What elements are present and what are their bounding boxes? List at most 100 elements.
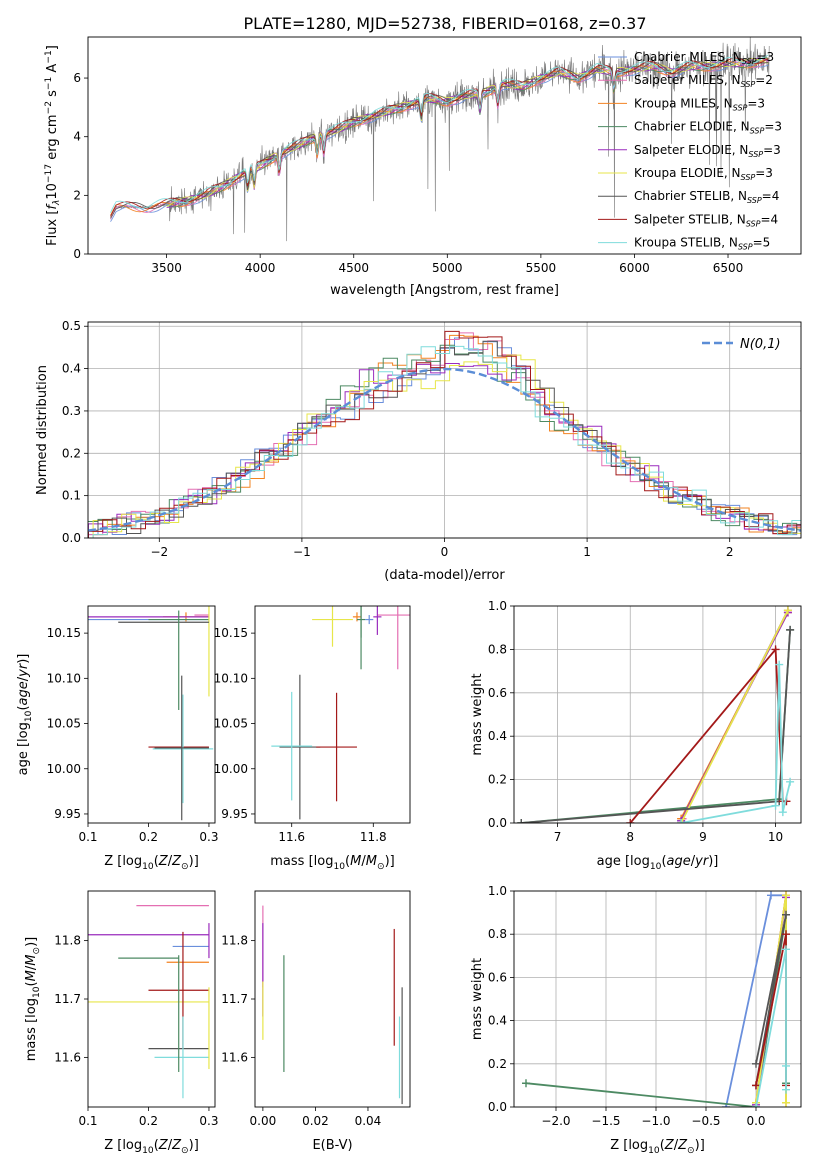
- x-axis-label: Z [log10(Z/Z⊙)]: [610, 1138, 705, 1156]
- weight-line: [755, 934, 787, 1086]
- model-spectrum-line: [110, 58, 769, 219]
- x-tick-label: 0.2: [139, 830, 158, 844]
- weight-marker: [786, 777, 795, 786]
- x-tick-label: 6500: [713, 261, 744, 275]
- x-tick-label: −2.0: [541, 1114, 570, 1128]
- y-tick-label: 11.6: [54, 1050, 81, 1064]
- legend-label: Salpeter STELIB, NSSP=4: [634, 212, 778, 228]
- plot-area: [88, 330, 801, 538]
- weight-marker: [783, 606, 792, 615]
- x-tick-label: 0: [441, 545, 449, 559]
- x-axis-label: Z [log10(Z/Z⊙)]: [104, 1138, 199, 1156]
- x-tick-label: 0.1: [78, 1114, 97, 1128]
- weight-marker: [752, 1081, 760, 1090]
- age-weight-panel: 7 8 9 10 0.0 0.2 0.4 0.6 0.8 1.0 age [log10(age/yr…: [470, 599, 802, 872]
- y-tick-label: 0.5: [62, 319, 81, 333]
- legend-label: Kroupa STELIB, NSSP=5: [634, 236, 770, 252]
- plot-area: [522, 891, 790, 1107]
- y-tick-label: 10.15: [47, 626, 81, 640]
- histogram-step: [92, 354, 801, 538]
- y-axis-label: age [log10(age/yr)]: [16, 654, 34, 776]
- z-weight-panel: −2.0 −1.5 −1.0 −0.5 0.0 0.0 0.2 0.4 0.6 0.8 1.0 Z […: [470, 884, 802, 1156]
- x-axis-label: age [log10(age/yr)]: [597, 854, 719, 872]
- model-spectrum-line: [110, 57, 769, 217]
- weight-marker: [782, 945, 790, 954]
- z-mass-panel: 0.1 0.2 0.3 11.6 11.7 11.8 Z [log10(Z/Z⊙)] mass…: [24, 890, 218, 1156]
- axes-frame: [87, 36, 802, 255]
- x-tick-label: −0.5: [691, 1114, 720, 1128]
- weight-marker: [775, 660, 784, 669]
- weight-marker: [782, 1098, 790, 1107]
- weight-marker: [782, 1061, 790, 1070]
- y-tick-label: 6: [73, 71, 81, 85]
- y-tick-label: 9.95: [54, 807, 81, 821]
- x-tick-label: 4000: [245, 261, 276, 275]
- weight-marker: [786, 625, 795, 634]
- histogram-step: [88, 344, 801, 531]
- plot-area: [517, 606, 795, 823]
- y-tick-label: 0.4: [488, 729, 507, 743]
- mass-age-panel: 11.6 11.8 9.95 10.00 10.05 10.10 10.15 mass [lo…: [214, 605, 411, 872]
- weight-marker: [517, 819, 526, 823]
- x-tick-label: 6000: [619, 261, 650, 275]
- weight-marker: [782, 930, 790, 939]
- y-tick-label: 0.1: [62, 489, 81, 503]
- weight-line: [680, 609, 789, 823]
- y-tick-label: 0.6: [488, 970, 507, 984]
- legend-label: Chabrier MILES, NSSP=3: [634, 50, 774, 66]
- x-tick-label: 11.8: [360, 830, 387, 844]
- y-axis-label: Normed distribution: [35, 365, 50, 495]
- x-tick-label: 5500: [526, 261, 557, 275]
- x-axis-label: mass [log10(M/M⊙)]: [270, 854, 394, 872]
- x-axis-label: E(B-V): [312, 1138, 352, 1153]
- y-tick-label: 9.95: [221, 807, 248, 821]
- y-tick-label: 11.6: [221, 1050, 248, 1064]
- axes-frame: [87, 321, 802, 539]
- y-tick-label: 10.05: [214, 717, 248, 731]
- y-tick-label: 11.7: [54, 992, 81, 1006]
- y-tick-label: 10.05: [47, 717, 81, 731]
- ebv-mass-panel: 0.00 0.02 0.04 11.6 11.7 11.8 E(B-V): [221, 890, 411, 1153]
- y-tick-label: 0.0: [488, 1100, 507, 1114]
- weight-marker: [778, 808, 787, 817]
- y-tick-label: 11.7: [221, 992, 248, 1006]
- x-axis-label: wavelength [Angstrom, rest frame]: [330, 283, 559, 298]
- axes-frame: [87, 605, 216, 824]
- y-axis-label: mass weight: [470, 958, 485, 1040]
- y-axis-label: Flux [fλ10−17 erg cm−2 s−1 A−1]: [44, 45, 62, 246]
- weight-marker: [752, 1059, 760, 1068]
- model-spectrum-line: [166, 58, 769, 207]
- plot-area: [262, 905, 403, 1105]
- axes-frame: [254, 890, 411, 1108]
- legend-label: Salpeter MILES, NSSP=2: [634, 73, 773, 89]
- y-tick-label: 0.3: [62, 404, 81, 418]
- plot-area: [110, 37, 770, 242]
- y-tick-label: 0: [73, 247, 81, 261]
- observed-spectrum-line: [110, 37, 770, 242]
- y-tick-label: 0.0: [62, 531, 81, 545]
- x-tick-label: 0.3: [199, 1114, 218, 1128]
- legend-label: Kroupa MILES, NSSP=3: [634, 96, 765, 112]
- y-axis-label: mass [log10(M/M⊙)]: [24, 937, 42, 1061]
- z-age-panel: 0.1 0.2 0.3 9.95 10.00 10.05 10.10 10.15 Z [log1…: [16, 605, 218, 872]
- legend-label: Chabrier STELIB, NSSP=4: [634, 189, 779, 205]
- x-tick-label: 0.04: [355, 1114, 382, 1128]
- weight-marker: [771, 801, 780, 810]
- x-tick-label: 4500: [338, 261, 369, 275]
- histogram-step: [92, 345, 801, 538]
- weight-marker: [677, 819, 686, 823]
- y-tick-label: 11.8: [54, 934, 81, 948]
- y-tick-label: 10.15: [214, 626, 248, 640]
- x-tick-label: 2: [726, 545, 734, 559]
- x-tick-label: 1: [583, 545, 591, 559]
- y-tick-label: 0.0: [488, 816, 507, 830]
- weight-marker: [626, 819, 635, 823]
- y-tick-label: 10.00: [47, 762, 81, 776]
- figure-title: PLATE=1280, MJD=52738, FIBERID=0168, z=0…: [243, 14, 646, 33]
- y-tick-label: 11.8: [221, 934, 248, 948]
- x-tick-label: −2: [150, 545, 168, 559]
- axes-frame: [254, 605, 411, 824]
- x-tick-label: 0.02: [302, 1114, 329, 1128]
- x-tick-label: 0.2: [139, 1114, 158, 1128]
- weight-marker: [752, 1103, 760, 1107]
